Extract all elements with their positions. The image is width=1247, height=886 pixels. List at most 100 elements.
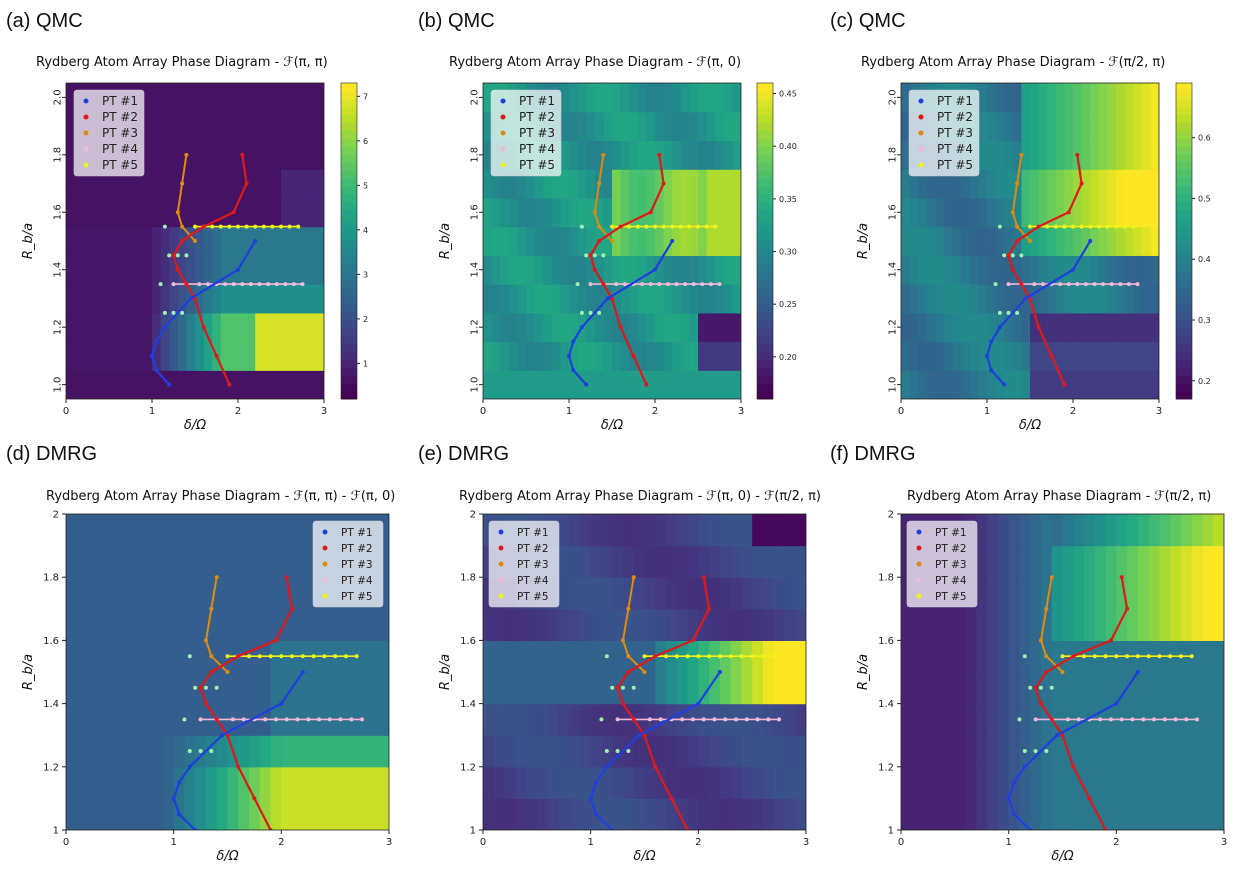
heatmap-cell — [1081, 197, 1091, 228]
heatmap-cell — [162, 672, 175, 705]
colorbar-segment — [341, 351, 357, 360]
pt2-point — [1103, 828, 1108, 830]
heatmap-cell — [1021, 197, 1031, 228]
heatmap-cell — [997, 798, 1010, 830]
heatmap-cell — [620, 312, 630, 343]
heatmap-cell — [263, 169, 273, 199]
heatmap-cell — [74, 370, 84, 399]
heatmap-cell — [1073, 284, 1083, 314]
heatmap-cell — [732, 341, 741, 371]
heatmap-cell — [1062, 545, 1074, 578]
heatmap-cell — [1073, 197, 1083, 228]
pt4-point — [1130, 717, 1135, 722]
heatmap-cell — [1062, 577, 1074, 610]
pt2-point — [701, 575, 706, 580]
heatmap-cell — [162, 640, 175, 673]
pt5-point — [1045, 224, 1050, 229]
heatmap-cell — [227, 608, 239, 641]
heatmap-cell — [1081, 284, 1091, 314]
pt3-point — [1060, 670, 1065, 674]
heatmap-cell — [961, 284, 971, 314]
pt5-point — [257, 654, 262, 659]
chart-panel-0: 0 1 2 31.01.21.41.61.82.0δ/ΩR_b/aPT #1PT #2… — [21, 82, 368, 433]
heatmap-cell — [795, 735, 806, 768]
heatmap-cell — [216, 798, 229, 830]
pt3-point — [1044, 606, 1049, 611]
heatmap-cell — [255, 255, 265, 285]
heatmap-cell — [66, 169, 76, 199]
scatter-dot — [584, 253, 589, 258]
colorbar-segment — [341, 359, 357, 368]
heatmap-cell — [130, 577, 142, 610]
heatmap-cell — [281, 766, 293, 799]
heatmap-cell — [1021, 83, 1031, 113]
heatmap-cell — [302, 798, 315, 830]
heatmap-cell — [66, 255, 76, 285]
legend-marker — [916, 529, 922, 535]
heatmap-cell — [698, 370, 708, 399]
pt1-point — [1114, 701, 1119, 706]
pt5-point — [627, 224, 632, 229]
colorbar-segment — [757, 201, 773, 210]
heatmap-cell — [579, 577, 592, 610]
heatmap-cell — [281, 798, 293, 830]
pt2-point — [1079, 181, 1084, 186]
heatmap-cell — [289, 197, 299, 228]
heatmap-cell — [1012, 197, 1022, 228]
pt2-point — [1108, 638, 1113, 643]
heatmap-cell — [773, 608, 786, 641]
heatmap-cell — [663, 140, 673, 170]
scatter-dot — [604, 654, 609, 659]
legend-label: PT #2 — [517, 543, 549, 555]
heatmap-cell — [719, 766, 732, 799]
legend-box — [906, 520, 978, 608]
heatmap-cell — [698, 83, 708, 113]
colorbar-segment — [1176, 280, 1192, 289]
heatmap-cell — [91, 255, 101, 285]
heatmap-cell — [646, 83, 656, 113]
heatmap-cell — [672, 255, 682, 285]
heatmap-cell — [784, 735, 796, 768]
heatmap-cell — [1038, 197, 1048, 228]
heatmap-cell — [629, 284, 639, 314]
heatmap-cell — [272, 312, 282, 343]
heatmap-cell — [98, 703, 110, 736]
colorbar-segment — [341, 217, 357, 226]
scatter-dot — [579, 224, 584, 229]
legend-marker — [322, 545, 328, 551]
heatmap-cell — [698, 284, 708, 314]
pt1-point — [1006, 796, 1011, 801]
heatmap-cell — [255, 341, 265, 371]
heatmap-cell — [666, 514, 678, 547]
heatmap-cell — [569, 608, 581, 641]
pt1-point — [154, 368, 159, 373]
heatmap-cell — [1105, 514, 1117, 547]
heatmap-cell — [594, 83, 604, 113]
heatmap-cell — [205, 577, 218, 610]
heatmap-cell — [1127, 514, 1139, 547]
heatmap-cell — [289, 226, 299, 256]
heatmap-cell — [655, 766, 667, 799]
colorbar-segment — [341, 335, 357, 345]
heatmap-cell — [315, 140, 324, 170]
colorbar-tick-label: 0.30 — [779, 248, 797, 257]
heatmap-cell — [281, 83, 291, 113]
heatmap-cell — [558, 735, 570, 768]
pt1-point — [985, 353, 989, 358]
heatmap-cell — [612, 169, 622, 199]
pt1-line — [567, 240, 674, 386]
heatmap-cell — [1098, 197, 1108, 228]
heatmap-cell — [997, 640, 1010, 673]
heatmap-cell — [100, 312, 110, 343]
chart-panel-1: 0 1 2 31.01.21.41.61.82.0δ/ΩR_b/aPT #1PT #2… — [438, 82, 797, 433]
heatmap-cell — [306, 255, 316, 285]
heatmap-cell — [98, 672, 110, 705]
heatmap-cell — [1116, 312, 1126, 343]
pt2-point — [175, 267, 180, 272]
colorbar-segment — [1176, 391, 1192, 400]
heatmap-cell — [1105, 545, 1117, 578]
heatmap-cell — [698, 111, 708, 142]
x-axis-label: δ/Ω — [216, 849, 238, 864]
heatmap-cell — [141, 577, 153, 610]
heatmap-cell — [109, 226, 119, 256]
